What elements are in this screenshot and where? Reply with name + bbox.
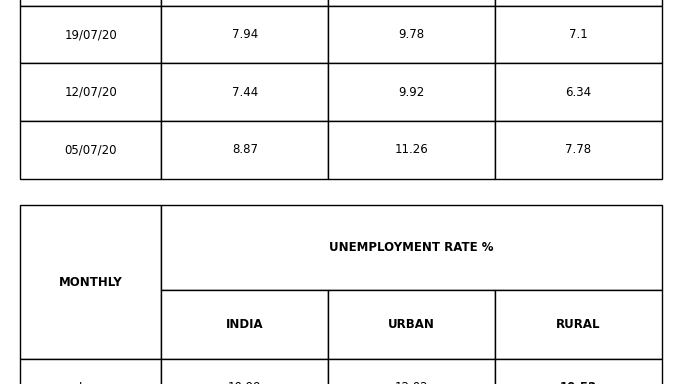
Bar: [328, 0, 495, 6]
Text: 9.92: 9.92: [398, 86, 425, 99]
Text: 7.1: 7.1: [569, 28, 588, 41]
Bar: [495, 359, 662, 384]
Text: 9.78: 9.78: [398, 28, 425, 41]
Bar: [328, 290, 495, 359]
Bar: [328, 121, 495, 179]
Bar: [162, 6, 328, 63]
Bar: [162, 0, 328, 6]
Bar: [495, 63, 662, 121]
Text: 19/07/20: 19/07/20: [65, 28, 117, 41]
Bar: [328, 6, 495, 63]
Bar: [20, 205, 162, 359]
Text: 10.99: 10.99: [228, 381, 262, 384]
Bar: [20, 63, 162, 121]
Bar: [162, 63, 328, 121]
Bar: [20, 0, 162, 6]
Text: UNEMPLOYMENT RATE %: UNEMPLOYMENT RATE %: [329, 241, 494, 254]
Text: 12.02: 12.02: [395, 381, 428, 384]
Text: MONTHLY: MONTHLY: [59, 276, 123, 289]
Text: 7.94: 7.94: [232, 28, 258, 41]
Text: 11.26: 11.26: [395, 143, 428, 156]
Text: 7.44: 7.44: [232, 86, 258, 99]
Bar: [328, 359, 495, 384]
Text: 10.52: 10.52: [559, 381, 597, 384]
Bar: [328, 63, 495, 121]
Bar: [162, 205, 662, 290]
Text: 8.87: 8.87: [232, 143, 258, 156]
Text: 05/07/20: 05/07/20: [65, 143, 117, 156]
Bar: [162, 359, 328, 384]
Bar: [20, 359, 162, 384]
Bar: [162, 290, 328, 359]
Bar: [20, 121, 162, 179]
Bar: [162, 121, 328, 179]
Bar: [495, 6, 662, 63]
Text: URBAN: URBAN: [388, 318, 435, 331]
Bar: [495, 290, 662, 359]
Text: 7.78: 7.78: [565, 143, 591, 156]
Bar: [495, 0, 662, 6]
Text: 6.34: 6.34: [565, 86, 591, 99]
Bar: [20, 6, 162, 63]
Text: RURAL: RURAL: [556, 318, 600, 331]
Text: June: June: [78, 381, 104, 384]
Text: 12/07/20: 12/07/20: [65, 86, 117, 99]
Text: INDIA: INDIA: [226, 318, 264, 331]
Bar: [495, 121, 662, 179]
